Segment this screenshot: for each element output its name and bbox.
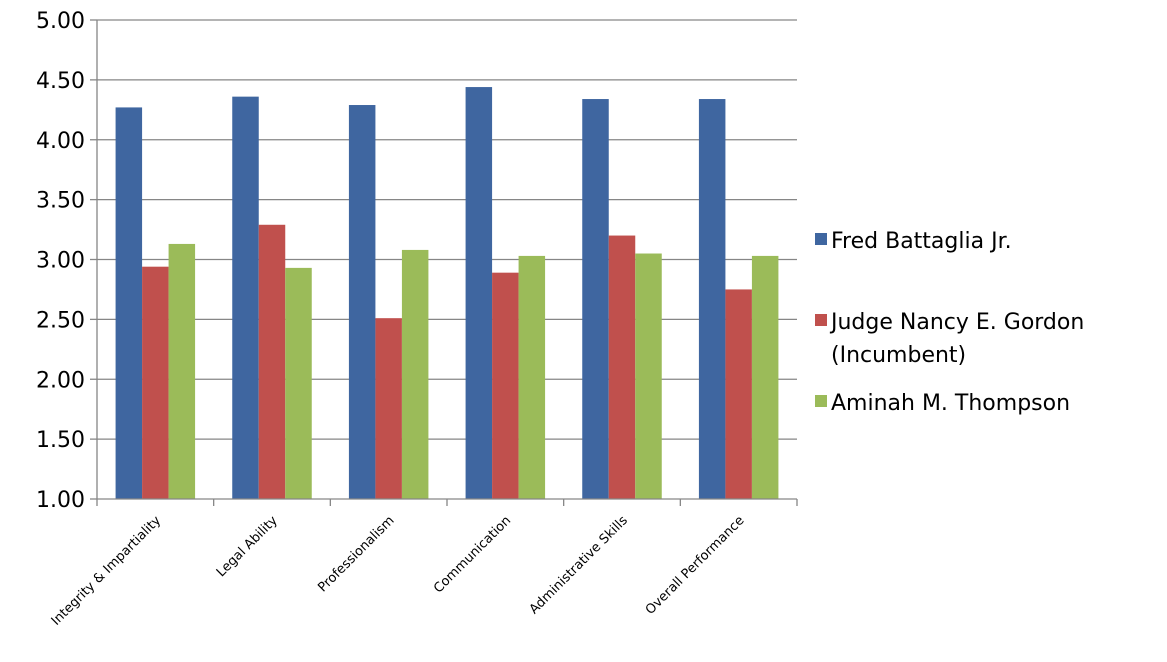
axes <box>90 20 797 506</box>
y-tick-label: 5.00 <box>36 9 85 34</box>
y-tick-label: 1.50 <box>36 428 85 453</box>
y-tick-label: 3.50 <box>36 189 85 214</box>
y-tick-label: 4.00 <box>36 129 85 154</box>
legend-label: (Incumbent) <box>831 343 966 368</box>
grid-lines <box>97 20 797 439</box>
bar <box>519 256 546 499</box>
bar <box>375 318 402 499</box>
x-tick-labels: Integrity & Impartiality Legal Ability Pro… <box>49 513 748 629</box>
bars <box>116 87 779 499</box>
legend: Fred Battaglia Jr. Judge Nancy E. Gordon (… <box>815 229 1084 416</box>
legend-swatch <box>815 395 827 407</box>
x-tick-label: Legal Ability <box>214 513 281 580</box>
bar <box>582 99 609 499</box>
x-tick-label: Overall Performance <box>643 513 748 618</box>
legend-label: Aminah M. Thompson <box>831 391 1070 416</box>
y-tick-labels: 1.00 1.50 2.00 2.50 3.00 3.50 4.00 4.50 5.00 <box>36 9 85 513</box>
x-tick-label: Professionalism <box>315 513 397 595</box>
legend-label: Fred Battaglia Jr. <box>831 229 1012 254</box>
x-tick-label: Integrity & Impartiality <box>49 513 165 629</box>
bar <box>725 289 752 499</box>
legend-label: Judge Nancy E. Gordon <box>829 310 1084 335</box>
legend-swatch <box>815 314 827 326</box>
legend-swatch <box>815 233 827 245</box>
bar <box>402 250 429 499</box>
bar <box>466 87 493 499</box>
bar <box>285 268 312 499</box>
y-tick-label: 2.50 <box>36 308 85 333</box>
bar <box>169 244 196 499</box>
bar <box>142 267 169 499</box>
bar <box>699 99 726 499</box>
bar <box>635 254 662 499</box>
bar <box>609 236 636 499</box>
bar <box>349 105 376 499</box>
bar <box>259 225 286 499</box>
bar <box>752 256 779 499</box>
y-tick-label: 1.00 <box>36 488 85 513</box>
y-tick-label: 4.50 <box>36 69 85 94</box>
x-tick-label: Administrative Skills <box>527 513 631 617</box>
y-tick-label: 2.00 <box>36 368 85 393</box>
bar <box>232 97 259 499</box>
bar <box>492 273 519 499</box>
bar <box>116 107 143 499</box>
y-tick-label: 3.00 <box>36 249 85 274</box>
x-tick-label: Communication <box>431 513 514 596</box>
